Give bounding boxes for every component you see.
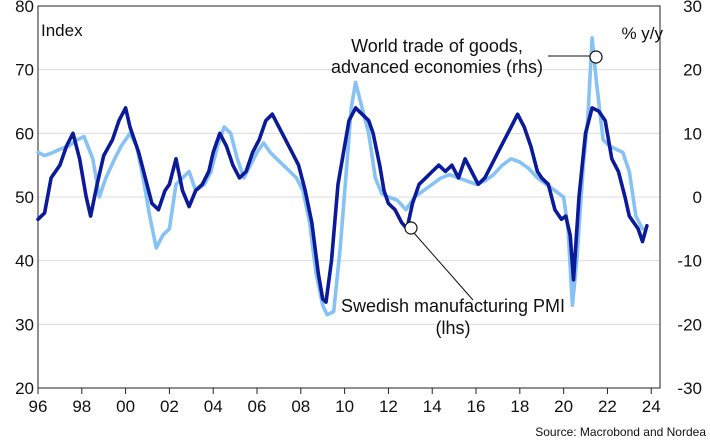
y-left-tick-label: 20: [15, 379, 34, 398]
y-right-tick-label: -30: [677, 379, 702, 398]
x-tick-label: 08: [291, 397, 310, 416]
swedish-pmi-leader-line: [413, 232, 474, 301]
x-tick-label: 14: [423, 397, 442, 416]
y-left-tick-label: 50: [15, 188, 34, 207]
x-tick-label: 10: [335, 397, 354, 416]
x-tick-label: 98: [72, 397, 91, 416]
y-left-tick-label: 30: [15, 315, 34, 334]
left-axis-title: Index: [41, 21, 83, 40]
x-tick-label: 12: [379, 397, 398, 416]
x-tick-label: 96: [29, 397, 48, 416]
world-trade-annotation: World trade of goods, advanced economies…: [331, 36, 603, 77]
right-axis-title: % y/y: [621, 24, 663, 43]
y-right-tick-label: 30: [683, 0, 702, 16]
gridlines: [38, 69, 660, 325]
swedish-pmi-annotation-line1: Swedish manufacturing PMI: [341, 296, 565, 316]
x-axis-ticks: 96 98 00 02 04 06 08 10 12 14 16 18 20 22 24: [29, 388, 661, 416]
y-left-tick-label: 40: [15, 252, 34, 271]
y-axis-left-ticks: 80 70 60 50 40 30 20: [15, 0, 34, 398]
x-tick-label: 00: [116, 397, 135, 416]
y-left-tick-label: 60: [15, 124, 34, 143]
y-right-tick-label: 20: [683, 61, 702, 80]
swedish-pmi-annotation: Swedish manufacturing PMI (lhs): [341, 221, 565, 338]
x-tick-label: 22: [598, 397, 617, 416]
swedish-pmi-marker: [404, 221, 418, 235]
series-group: [36, 35, 649, 317]
x-tick-label: 04: [204, 397, 223, 416]
y-left-tick-label: 80: [15, 0, 34, 16]
y-right-tick-label: 10: [683, 124, 702, 143]
plot-frame: [37, 5, 661, 389]
y-right-tick-label: -10: [677, 252, 702, 271]
world-trade-annotation-line1: World trade of goods,: [351, 36, 523, 56]
y-left-tick-label: 70: [15, 61, 34, 80]
y-right-tick-label: -20: [677, 315, 702, 334]
x-tick-label: 20: [554, 397, 573, 416]
world-trade-series-line: [36, 35, 645, 317]
swedish-pmi-series-line: [36, 106, 649, 304]
y-right-tick-label: 0: [693, 188, 702, 207]
world-trade-marker: [589, 50, 603, 64]
x-tick-label: 02: [160, 397, 179, 416]
world-trade-annotation-line2: advanced economies (rhs): [331, 57, 543, 77]
x-tick-label: 24: [642, 397, 661, 416]
x-tick-label: 18: [510, 397, 529, 416]
x-tick-label: 16: [467, 397, 486, 416]
swedish-pmi-annotation-line2: (lhs): [436, 318, 471, 338]
source-note: Source: Macrobond and Nordea: [535, 425, 706, 439]
y-axis-right-ticks: 30 20 10 0 -10 -20 -30: [677, 0, 702, 398]
x-tick-label: 06: [248, 397, 267, 416]
